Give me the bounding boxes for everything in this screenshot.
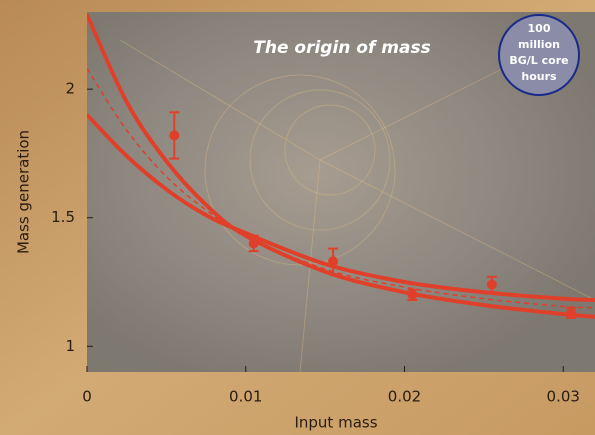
y-tick-label: 1.5	[51, 208, 75, 226]
point	[566, 307, 577, 318]
x-tick-label: 0.03	[547, 388, 580, 406]
y-axis-label: Mass generation	[15, 130, 33, 254]
fit-curve	[87, 113, 595, 302]
fit-curve	[87, 13, 595, 319]
point	[328, 256, 339, 267]
point	[407, 289, 418, 300]
badge	[498, 14, 580, 96]
x-axis-label: Input mass	[294, 414, 377, 432]
badge-text: hours	[521, 70, 557, 83]
badge-text: million	[518, 38, 560, 51]
y-tick-label: 2	[65, 80, 75, 98]
x-tick-label: 0.01	[229, 388, 262, 406]
y-tick-label: 1	[65, 337, 75, 355]
point	[486, 279, 497, 290]
badge-text: 100	[528, 22, 551, 35]
chart-title: The origin of mass	[253, 38, 430, 58]
point	[169, 130, 180, 141]
point	[248, 238, 259, 249]
x-tick-label: 0.02	[388, 388, 421, 406]
x-tick-label: 0	[82, 388, 92, 406]
plot-marks	[87, 13, 595, 319]
badge-text: BG/L core	[509, 54, 568, 67]
fit-curve-dashed	[87, 68, 595, 309]
